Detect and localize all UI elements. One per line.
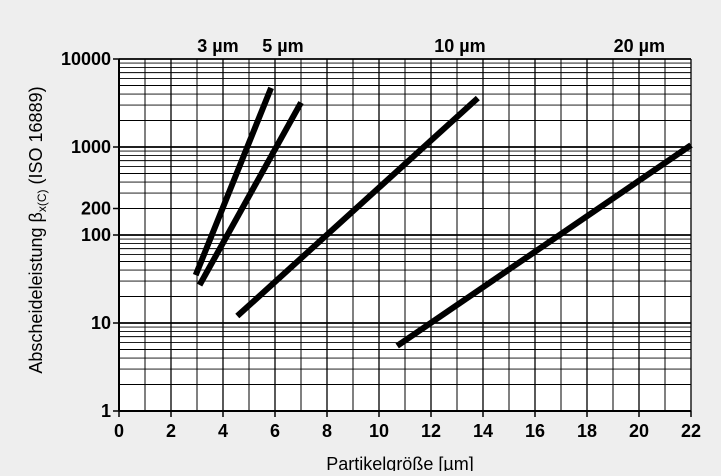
x-axis-label: Partikelgröße [µm]: [326, 454, 473, 471]
series-annotation-label: 10 µm: [434, 36, 485, 56]
series-annotation-label: 5 µm: [262, 36, 303, 56]
y-axis-label: Abscheideleistung βx(C) (ISO 16889): [26, 86, 49, 373]
y-tick-label: 1: [101, 401, 111, 421]
y-tick-label: 10: [91, 313, 111, 333]
x-tick-label: 20: [629, 421, 649, 441]
x-tick-label: 6: [270, 421, 280, 441]
series-line: [192, 86, 274, 277]
x-tick-label: 22: [681, 421, 701, 441]
x-tick-label: 0: [114, 421, 124, 441]
y-tick-label: 1000: [71, 137, 111, 157]
grid: [118, 58, 692, 412]
y-tick-label: 100: [81, 225, 111, 245]
x-tick-label: 18: [577, 421, 597, 441]
x-tick-label: 2: [166, 421, 176, 441]
x-tick-label: 8: [322, 421, 332, 441]
x-tick-label: 10: [369, 421, 389, 441]
y-tick-label: 200: [81, 199, 111, 219]
series-annotation-label: 20 µm: [614, 36, 665, 56]
x-tick-label: 14: [473, 421, 493, 441]
axes: 0 2 4 6 8 10 12 14 16 18 20 22 10000 1000 200 100 10 1: [61, 49, 701, 441]
x-tick-label: 16: [525, 421, 545, 441]
series-line: [235, 95, 480, 319]
labels: 3 µm 5 µm 10 µm 20 µm Partikelgröße [µm] Absc…: [26, 36, 665, 474]
y-tick-label: 10000: [61, 49, 111, 69]
series-line: [395, 142, 693, 349]
series-group: [192, 86, 693, 349]
series-line: [196, 101, 304, 287]
series-annotation-label: 3 µm: [197, 36, 238, 56]
x-tick-label: 12: [421, 421, 441, 441]
x-tick-label: 4: [218, 421, 228, 441]
